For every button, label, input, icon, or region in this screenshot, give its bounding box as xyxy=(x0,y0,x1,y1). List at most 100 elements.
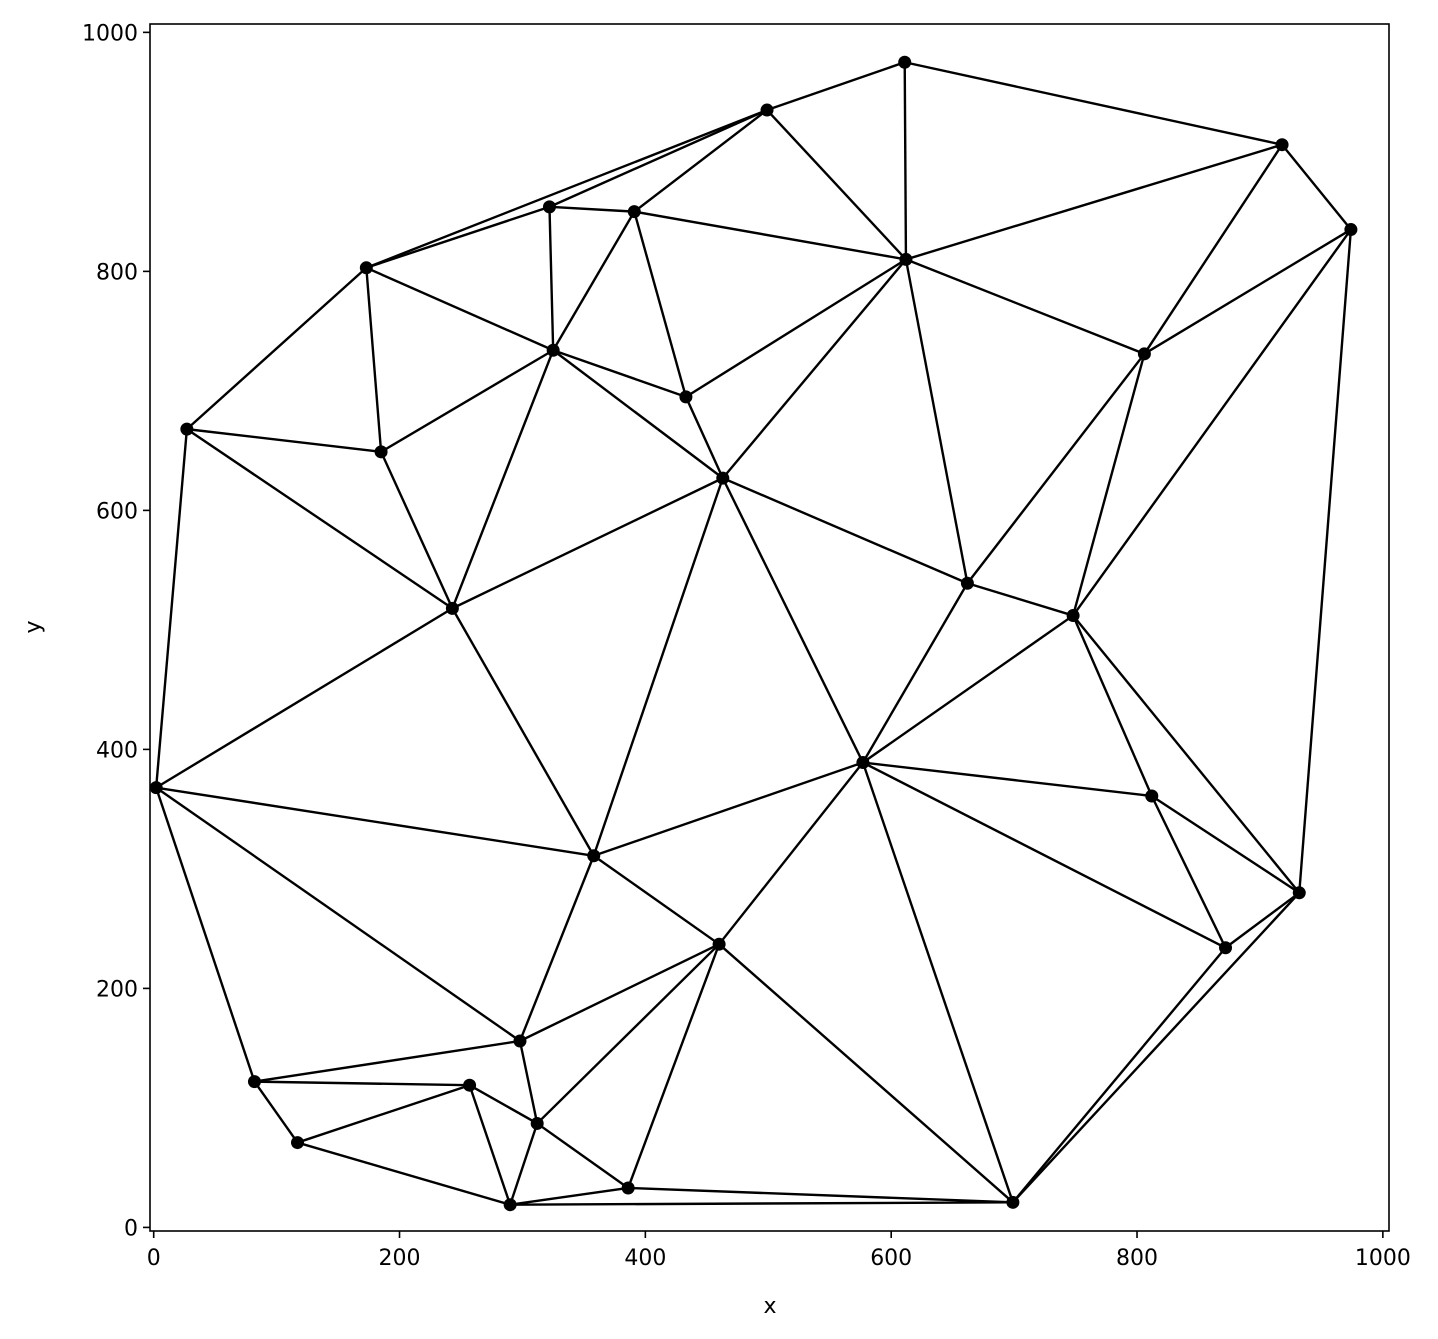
triangulation-edge xyxy=(719,763,863,945)
triangulation-edge xyxy=(510,1188,628,1205)
triangulation-edge xyxy=(906,259,1144,353)
triangulation-edge xyxy=(1013,893,1299,1203)
triangulation-edge xyxy=(628,1188,1013,1202)
y-tick-label: 800 xyxy=(96,260,138,285)
triangulation-edge xyxy=(452,478,722,608)
data-point xyxy=(1344,223,1357,236)
triangulation-edge xyxy=(905,62,906,259)
triangulation-edge xyxy=(510,1123,537,1204)
data-point xyxy=(1145,790,1158,803)
triangulation-edge xyxy=(906,259,967,583)
triangulation-edge xyxy=(537,1123,628,1188)
triangulation-edge xyxy=(452,350,553,608)
triangulation-edge xyxy=(254,1082,469,1086)
triangulation-edge xyxy=(470,1085,511,1205)
triangulation-edge xyxy=(156,788,594,856)
x-tick-label: 200 xyxy=(379,1246,421,1271)
data-point xyxy=(531,1117,544,1130)
data-point xyxy=(375,445,388,458)
data-point xyxy=(622,1181,635,1194)
y-tick-label: 0 xyxy=(124,1216,138,1241)
triangulation-edge xyxy=(156,608,452,787)
triangulation-edge xyxy=(553,350,723,478)
triangulation-edge xyxy=(381,350,553,452)
data-point xyxy=(761,104,774,117)
x-tick-label: 0 xyxy=(147,1246,161,1271)
triangulation-edge xyxy=(156,788,520,1041)
x-axis: 0 200 400 600 800 1000 xyxy=(147,1231,1411,1271)
triangulation-edge xyxy=(366,268,381,452)
triangulation-edge xyxy=(723,478,863,762)
data-point xyxy=(898,56,911,69)
triangulation-edge xyxy=(767,62,905,110)
data-point xyxy=(543,200,556,213)
data-point xyxy=(1276,138,1289,151)
data-point xyxy=(180,423,193,436)
points-layer xyxy=(150,56,1358,1211)
data-point xyxy=(713,938,726,951)
triangulation-edge xyxy=(156,429,187,788)
y-tick-label: 600 xyxy=(96,499,138,524)
triangulation-edge xyxy=(686,259,906,396)
y-axis-label: y xyxy=(21,620,46,633)
triangulation-edge xyxy=(520,856,594,1041)
data-point xyxy=(1067,609,1080,622)
x-tick-label: 400 xyxy=(624,1246,666,1271)
triangulation-edge xyxy=(187,268,366,429)
triangulation-edge xyxy=(254,1041,520,1082)
triangulation-edge xyxy=(537,944,719,1123)
triangulation-edge xyxy=(1152,796,1300,893)
y-axis: 0 200 400 600 800 1000 xyxy=(82,21,150,1241)
triangulation-edge xyxy=(1282,145,1351,230)
data-point xyxy=(1219,941,1232,954)
triangulation-edge xyxy=(634,212,686,397)
triangulation-edge xyxy=(723,259,906,478)
data-point xyxy=(899,253,912,266)
data-point xyxy=(248,1075,261,1088)
triangulation-edge xyxy=(863,616,1073,763)
y-tick-label: 400 xyxy=(96,738,138,763)
plot-frame xyxy=(150,24,1389,1231)
data-point xyxy=(679,390,692,403)
triangulation-edge xyxy=(520,1041,537,1123)
triangulation-edge xyxy=(863,763,1152,796)
x-axis-label: x xyxy=(763,1294,776,1319)
data-point xyxy=(856,756,869,769)
data-point xyxy=(291,1136,304,1149)
triangulation-edge xyxy=(156,788,254,1082)
triangulation-edge xyxy=(967,354,1144,583)
data-point xyxy=(1006,1196,1019,1209)
data-point xyxy=(1293,886,1306,899)
x-tick-label: 1000 xyxy=(1355,1246,1411,1271)
data-point xyxy=(360,261,373,274)
triangulation-edge xyxy=(366,268,553,350)
triangulation-edge xyxy=(366,110,767,268)
triangulation-edge xyxy=(594,478,723,856)
triangulation-edge xyxy=(723,478,968,583)
triangulation-edge xyxy=(767,110,906,259)
triangulation-edge xyxy=(553,212,634,351)
data-point xyxy=(587,849,600,862)
triangulation-edge xyxy=(1144,230,1351,354)
triangulation-edge xyxy=(1144,145,1282,354)
data-point xyxy=(513,1034,526,1047)
data-point xyxy=(504,1198,517,1211)
triangulation-edge xyxy=(1073,616,1152,796)
triangulation-edge xyxy=(1299,230,1351,893)
triangulation-edge xyxy=(906,145,1282,260)
edges-layer xyxy=(156,62,1351,1204)
triangulation-edge xyxy=(1226,893,1300,948)
data-point xyxy=(463,1079,476,1092)
triangulation-edge xyxy=(905,62,1282,144)
data-point xyxy=(628,205,641,218)
triangulation-edge xyxy=(1073,616,1299,893)
triangulation-edge xyxy=(510,1202,1013,1204)
x-tick-label: 800 xyxy=(1116,1246,1158,1271)
data-point xyxy=(150,781,163,794)
triangulation-edge xyxy=(686,397,723,478)
triangulation-edge xyxy=(1073,230,1351,616)
triangulation-edge xyxy=(634,212,906,260)
triangulation-edge xyxy=(298,1143,511,1205)
triangulation-edge xyxy=(863,583,967,762)
triangulation-edge xyxy=(366,207,549,268)
